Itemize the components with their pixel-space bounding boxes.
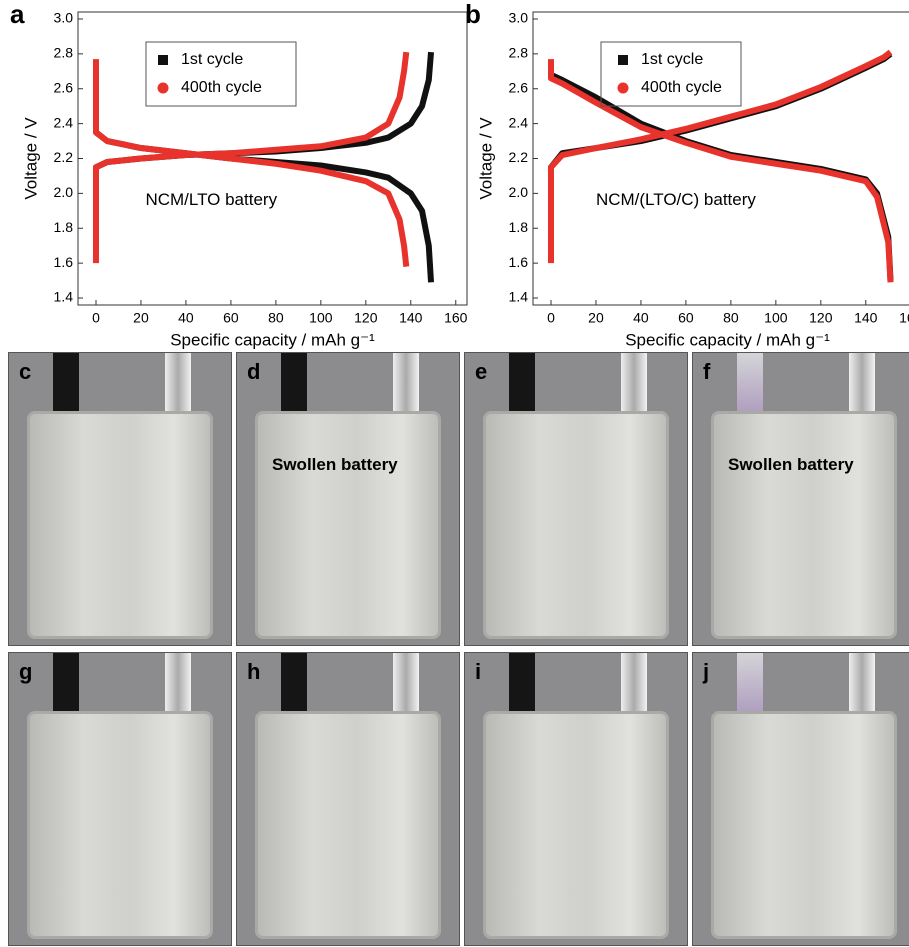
- legend-label: 400th cycle: [641, 79, 722, 96]
- x-tick-label: 160: [444, 310, 468, 326]
- tab: [621, 653, 647, 711]
- annotation: NCM/LTO battery: [145, 190, 277, 209]
- legend-label: 400th cycle: [181, 79, 262, 96]
- y-tick-label: 2.6: [54, 79, 74, 95]
- battery-cell: [255, 711, 441, 939]
- tab: [737, 653, 763, 711]
- battery-cell: [483, 711, 669, 939]
- y-tick-label: 1.6: [509, 254, 529, 270]
- panel-label: g: [19, 659, 32, 685]
- battery-cell: [27, 711, 213, 939]
- tab: [53, 353, 79, 411]
- tab: [737, 353, 763, 411]
- x-tick-label: 140: [854, 310, 878, 326]
- tab: [165, 653, 191, 711]
- panel-label: e: [475, 359, 487, 385]
- legend-marker: [618, 83, 629, 94]
- tab: [509, 653, 535, 711]
- tab: [621, 353, 647, 411]
- battery-photo: h: [236, 652, 460, 946]
- charts: 1.4 1.6 1.8 2.0 2.2 2.4 2.6 2.8 3.0 0 20 40 60 80 100 1…: [0, 0, 909, 350]
- panel-label: j: [703, 659, 709, 685]
- x-tick-label: 120: [809, 310, 833, 326]
- y-tick-label: 2.2: [509, 149, 529, 165]
- tab: [281, 653, 307, 711]
- plot-frame: [533, 12, 909, 305]
- x-tick-label: 60: [223, 310, 239, 326]
- battery-photo: e: [464, 352, 688, 646]
- y-tick-label: 2.6: [509, 79, 529, 95]
- tab: [53, 653, 79, 711]
- x-tick-label: 20: [133, 310, 149, 326]
- x-axis-label: Specific capacity / mAh g⁻¹: [170, 330, 375, 349]
- y-tick-label: 2.0: [509, 184, 529, 200]
- battery-cell: [711, 411, 897, 639]
- y-tick-label: 1.8: [54, 219, 74, 235]
- legend-label: 1st cycle: [641, 51, 703, 68]
- legend-marker: [158, 55, 168, 65]
- tab: [281, 353, 307, 411]
- x-tick-label: 20: [588, 310, 604, 326]
- legend-marker: [618, 55, 628, 65]
- tab: [849, 653, 875, 711]
- y-axis-label: Voltage / V: [21, 117, 40, 200]
- y-tick-label: 1.4: [54, 289, 74, 305]
- legend-marker: [158, 83, 169, 94]
- annotation: NCM/(LTO/C) battery: [596, 190, 756, 209]
- y-tick-label: 2.4: [54, 114, 74, 130]
- y-tick-label: 2.2: [54, 149, 74, 165]
- panel-label: f: [703, 359, 710, 385]
- x-tick-label: 100: [764, 310, 788, 326]
- y-tick-label: 2.0: [54, 184, 74, 200]
- battery-photo: f Swollen battery: [692, 352, 909, 646]
- y-tick-label: 2.4: [509, 114, 529, 130]
- tab: [849, 353, 875, 411]
- x-tick-label: 80: [723, 310, 739, 326]
- x-tick-label: 40: [178, 310, 194, 326]
- tab: [393, 353, 419, 411]
- x-tick-label: 120: [354, 310, 378, 326]
- battery-cell: [255, 411, 441, 639]
- panel-label: b: [465, 0, 481, 29]
- tab: [165, 353, 191, 411]
- x-tick-label: 0: [547, 310, 555, 326]
- panel-label: c: [19, 359, 31, 385]
- battery-cell: [27, 411, 213, 639]
- panel-label: i: [475, 659, 481, 685]
- battery-photo: g: [8, 652, 232, 946]
- y-tick-label: 2.8: [509, 45, 529, 61]
- legend-label: 1st cycle: [181, 51, 243, 68]
- battery-photo: i: [464, 652, 688, 946]
- tab: [509, 353, 535, 411]
- battery-cell: [483, 411, 669, 639]
- battery-cell: [711, 711, 897, 939]
- caption: Swollen battery: [272, 455, 398, 475]
- x-tick-label: 60: [678, 310, 694, 326]
- y-tick-label: 3.0: [509, 10, 529, 26]
- y-tick-label: 1.6: [54, 254, 74, 270]
- x-tick-label: 80: [268, 310, 284, 326]
- x-axis-label: Specific capacity / mAh g⁻¹: [625, 330, 830, 349]
- caption: Swollen battery: [728, 455, 854, 475]
- battery-photo: c: [8, 352, 232, 646]
- battery-photo: d Swollen battery: [236, 352, 460, 646]
- y-tick-label: 2.8: [54, 45, 74, 61]
- panel-label: d: [247, 359, 260, 385]
- x-tick-label: 140: [399, 310, 423, 326]
- panel-label: a: [10, 0, 25, 29]
- y-tick-label: 1.8: [509, 219, 529, 235]
- y-tick-label: 1.4: [509, 289, 529, 305]
- panel-label: h: [247, 659, 260, 685]
- photo-grid: c d Swollen battery e f Swollen battery g h i j: [0, 350, 909, 947]
- battery-photo: j: [692, 652, 909, 946]
- page: 1.4 1.6 1.8 2.0 2.2 2.4 2.6 2.8 3.0 0 20 40 60 80 100 1…: [0, 0, 909, 947]
- x-tick-label: 40: [633, 310, 649, 326]
- x-tick-label: 160: [899, 310, 909, 326]
- y-tick-label: 3.0: [54, 10, 74, 26]
- tab: [393, 653, 419, 711]
- y-axis-label: Voltage / V: [476, 117, 495, 200]
- x-tick-label: 100: [309, 310, 333, 326]
- x-tick-label: 0: [92, 310, 100, 326]
